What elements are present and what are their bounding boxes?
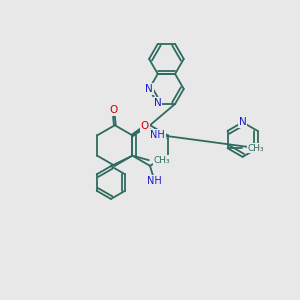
Text: CH₃: CH₃ [153,156,170,165]
Text: N: N [154,98,162,108]
Text: NH: NH [147,176,162,186]
Text: NH: NH [150,130,165,140]
Text: N: N [239,117,246,127]
Text: CH₃: CH₃ [247,144,264,153]
Text: O: O [141,122,149,131]
Text: O: O [109,105,118,115]
Text: N: N [145,84,153,94]
